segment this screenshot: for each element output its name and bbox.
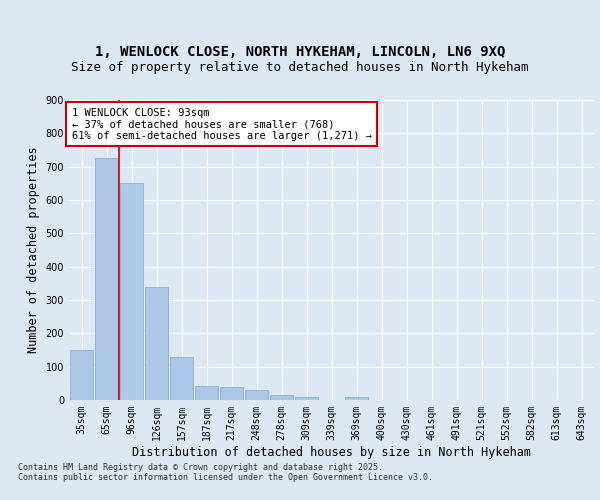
Bar — [195, 386, 218, 400]
Text: 1, WENLOCK CLOSE, NORTH HYKEHAM, LINCOLN, LN6 9XQ: 1, WENLOCK CLOSE, NORTH HYKEHAM, LINCOLN… — [95, 46, 505, 60]
Bar — [170, 356, 193, 400]
Bar — [270, 395, 293, 400]
Bar — [145, 286, 168, 400]
Y-axis label: Number of detached properties: Number of detached properties — [27, 146, 40, 354]
X-axis label: Distribution of detached houses by size in North Hykeham: Distribution of detached houses by size … — [132, 446, 531, 458]
Text: Contains HM Land Registry data © Crown copyright and database right 2025.
Contai: Contains HM Land Registry data © Crown c… — [18, 463, 433, 482]
Text: Size of property relative to detached houses in North Hykeham: Size of property relative to detached ho… — [71, 61, 529, 74]
Bar — [70, 350, 93, 400]
Text: 1 WENLOCK CLOSE: 93sqm
← 37% of detached houses are smaller (768)
61% of semi-de: 1 WENLOCK CLOSE: 93sqm ← 37% of detached… — [71, 108, 371, 140]
Bar — [245, 390, 268, 400]
Bar — [95, 158, 118, 400]
Bar — [220, 386, 243, 400]
Bar — [295, 398, 318, 400]
Bar — [345, 398, 368, 400]
Bar — [120, 184, 143, 400]
